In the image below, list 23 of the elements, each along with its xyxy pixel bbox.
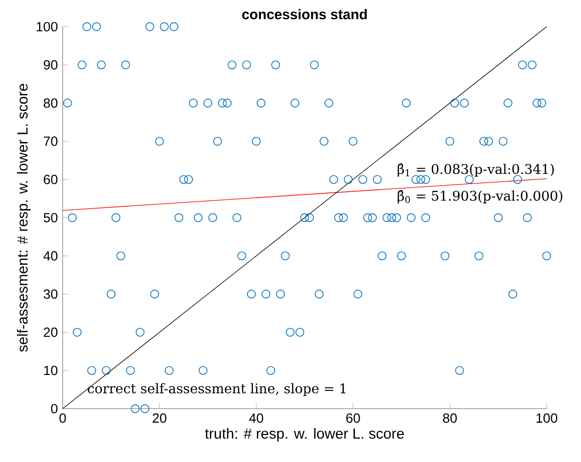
y-tick-label: 0 [51, 404, 58, 414]
y-tick-label: 70 [44, 136, 58, 146]
x-tick-label: 40 [249, 413, 264, 423]
y-tick-label: 60 [44, 174, 58, 184]
x-tick-label: 80 [443, 413, 457, 423]
y-tick-label: 100 [36, 22, 58, 32]
y-axis-title: self-assesment: # resp. w. lower L. score [16, 84, 31, 352]
annotation: β̂$_{1}$ = 0.083(p-val:0.341) [398, 163, 554, 177]
y-tick-label: 20 [44, 328, 58, 337]
x-tick-label: 100 [536, 413, 558, 423]
x-tick-label: 20 [152, 413, 166, 423]
x-tick-label: 60 [346, 413, 360, 423]
y-tick-label: 80 [44, 98, 58, 108]
chart-title: concessions stand [242, 9, 367, 20]
y-tick-label: 90 [44, 60, 58, 70]
annotation: β̂$_{0}$ = 51.903(p-val:0.000) [398, 190, 562, 204]
y-tick-label: 40 [43, 251, 58, 261]
annotation: correct self-assessment line, slope = 1 [88, 383, 346, 396]
y-tick-label: 30 [44, 289, 58, 299]
x-tick-label: 0 [59, 413, 66, 423]
x-axis-title: truth: # resp. w. lower L. score [205, 428, 404, 442]
y-tick-label: 50 [44, 212, 58, 222]
y-tick-label: 10 [44, 366, 58, 376]
